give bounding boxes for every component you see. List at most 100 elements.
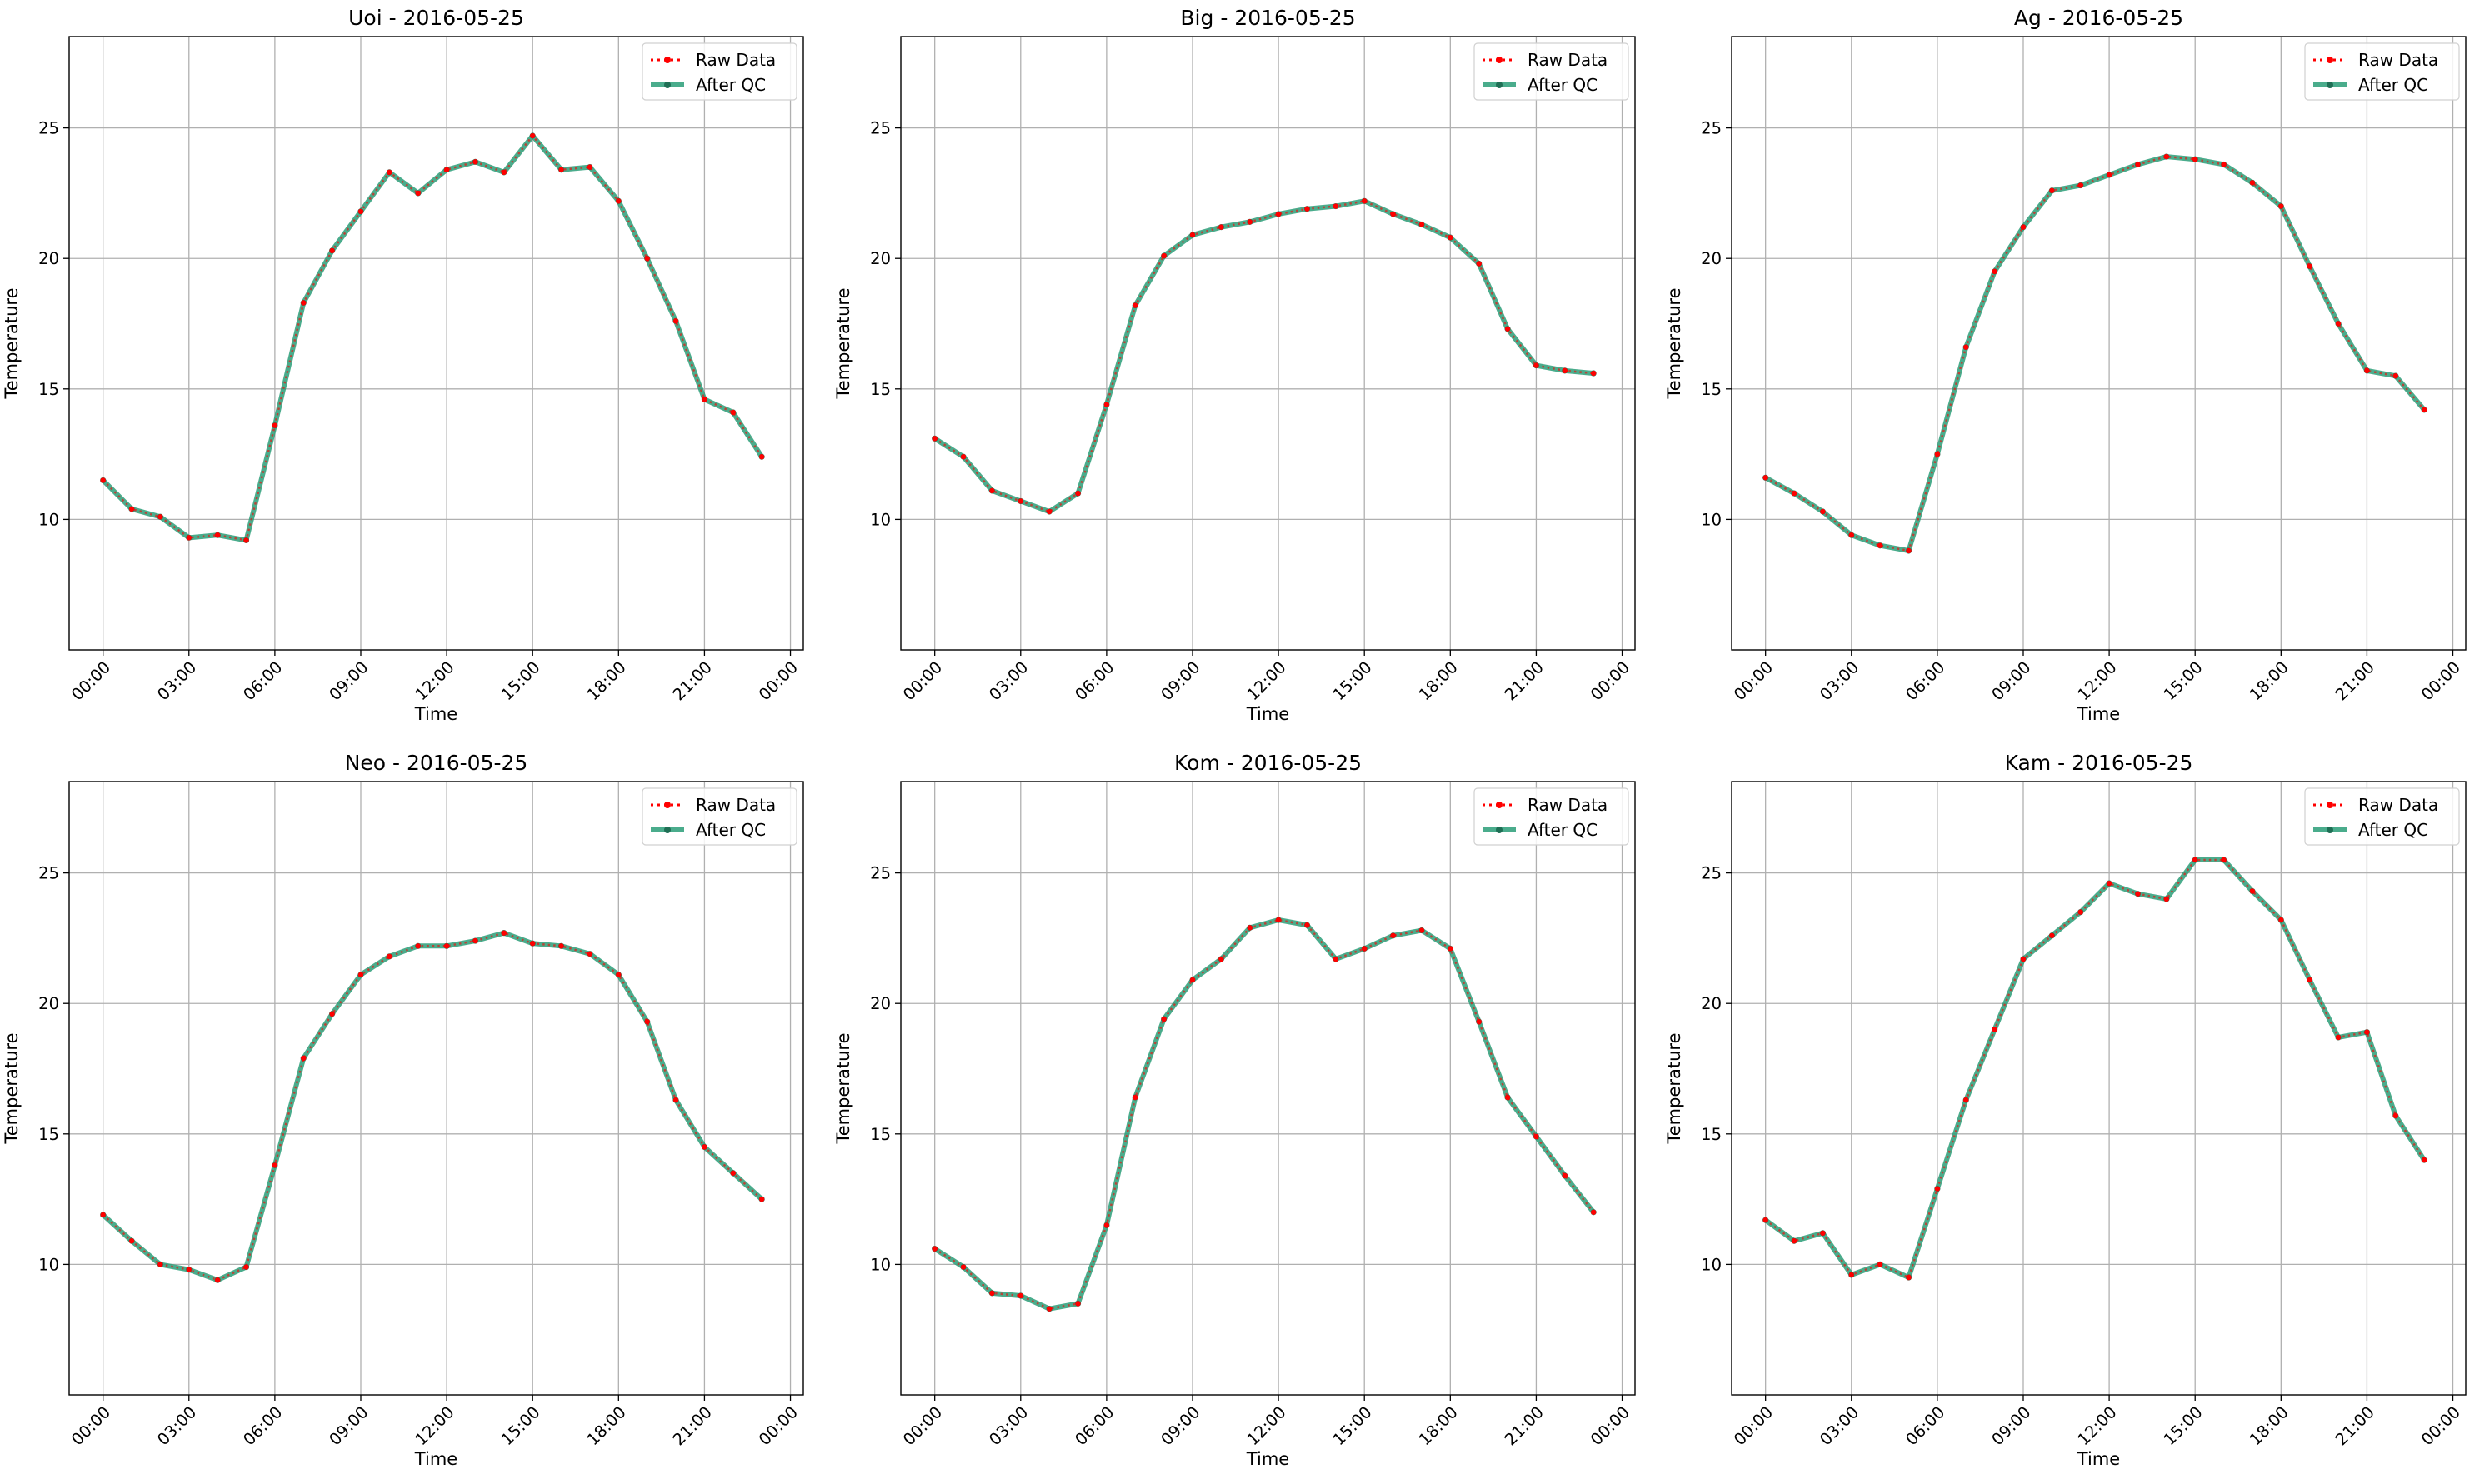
subplot: 10 15 20 25 00:00 03:00 06:00 09:00 12:00 15:00 18… [2,751,804,1469]
raw-data-point [530,940,536,947]
x-axis-label: Time [2077,1449,2120,1469]
x-tick-label: 18:00 [583,657,630,704]
raw-data-line [102,134,763,542]
legend-qc-marker [2327,827,2333,833]
raw-data-point [2421,407,2428,413]
series-raw-data [1762,153,2428,554]
raw-data-point [672,318,679,324]
y-axis-label: Temperature [1664,1032,1684,1144]
raw-data-point [2278,917,2284,923]
raw-data-point [2278,203,2284,209]
raw-data-point [301,1055,307,1062]
after-qc-line [1763,857,2427,1281]
raw-data-point [1189,232,1196,238]
y-tick-label: 15 [1701,1125,1722,1144]
x-tick-label: 00:00 [755,1402,802,1449]
y-tick-label: 15 [870,1125,891,1144]
subplot: 10 15 20 25 00:00 03:00 06:00 09:00 12:00 15:00 18… [1664,6,2467,724]
raw-data-point [186,535,192,541]
raw-data-point [2192,157,2198,162]
raw-data-line [933,200,1594,513]
x-tick-label: 12:00 [2074,657,2121,704]
raw-data-point [1362,946,1368,952]
raw-data-point [644,1018,650,1025]
raw-data-point [2078,909,2083,915]
raw-data-point [730,1170,736,1176]
raw-data-point [1820,508,1826,515]
raw-data-point [243,537,249,543]
y-tick-label: 10 [1701,1255,1722,1274]
y-tick-label: 10 [38,1255,59,1274]
x-tick-label: 09:00 [1988,657,2035,704]
raw-data-point [1161,1016,1167,1022]
raw-data-point [1992,1027,1998,1032]
raw-data-point [1448,234,1453,241]
subplot-title: Ag - 2016-05-25 [2014,6,2183,30]
x-tick-label: 12:00 [1243,657,1290,704]
x-tick-label: 18:00 [2246,657,2292,704]
x-tick-label: 06:00 [1902,1402,1948,1449]
raw-data-point [214,1277,221,1283]
raw-data-point [2049,932,2055,938]
raw-data-point [1590,370,1597,377]
raw-data-point [186,1267,192,1272]
legend-qc-label: After QC [696,75,766,95]
legend-raw-marker [664,802,671,808]
legend-raw-marker [664,57,671,63]
legend-raw-marker [2327,57,2333,63]
x-tick-label: 18:00 [2246,1402,2292,1449]
raw-data-point [2163,896,2170,902]
raw-data-point [2163,153,2170,160]
raw-data-point [1218,224,1224,230]
raw-data-point [1046,1306,1052,1312]
raw-data-point [358,972,364,977]
raw-data-point [1504,326,1511,332]
legend-qc-marker [1496,82,1502,88]
raw-data-point [1418,927,1425,933]
raw-data-point [358,208,364,215]
raw-data-point [1103,402,1110,407]
x-tick-label: 15:00 [1329,1402,1376,1449]
y-tick-label: 20 [1701,249,1722,268]
raw-data-point [1848,1272,1854,1278]
series-after-qc [932,917,1597,1312]
raw-data-point [1791,1238,1798,1244]
raw-data-point [472,937,478,944]
raw-data-point [1247,219,1252,225]
legend-qc-marker [664,827,671,833]
series-raw-data [100,132,765,543]
y-axis-label: Temperature [2,1032,22,1144]
x-tick-label: 12:00 [412,657,458,704]
raw-data-point [1132,302,1138,308]
legend: Raw Data After QC [642,787,798,846]
x-tick-label: 18:00 [1415,657,1462,704]
grid [69,37,803,650]
legend-qc-marker [1496,827,1502,833]
raw-data-point [1762,1217,1768,1223]
raw-data-point [2249,888,2256,894]
legend-raw-marker [1496,57,1502,63]
raw-data-point [1791,490,1798,497]
raw-data-point [1448,946,1453,952]
axes-frame [900,36,1636,651]
after-qc-line [101,133,764,543]
raw-data-point [1533,1133,1539,1140]
x-tick-label: 15:00 [2160,657,2207,704]
raw-data-point [1762,475,1768,481]
raw-data-point [1906,547,1912,554]
raw-data-point [1332,956,1339,962]
x-tick-label: 06:00 [1071,657,1118,704]
legend-qc-label: After QC [2358,820,2428,840]
raw-data-point [2307,263,2312,269]
y-tick-label: 20 [1701,994,1722,1013]
raw-data-point [1218,956,1224,962]
x-tick-label: 06:00 [239,657,286,704]
raw-data-point [387,169,392,176]
y-tick-label: 15 [1701,380,1722,399]
after-qc-line [1764,154,2427,553]
x-tick-label: 00:00 [1730,1402,1777,1449]
y-tick-label: 10 [870,510,891,529]
x-tick-label: 21:00 [2332,1402,2378,1449]
raw-data-point [530,132,536,139]
raw-data-point [387,953,392,960]
